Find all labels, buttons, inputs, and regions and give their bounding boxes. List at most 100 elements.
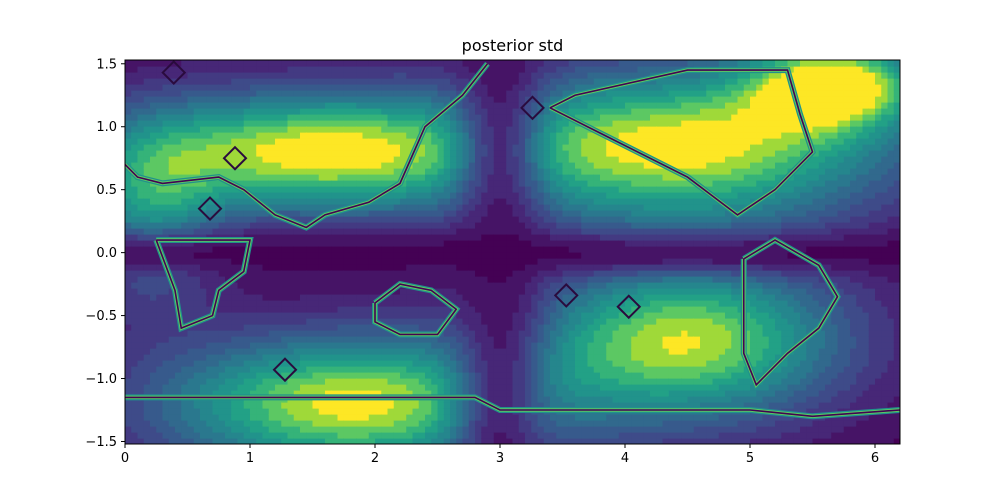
heatmap-cell [237, 294, 245, 301]
heatmap-cell [225, 84, 232, 91]
heatmap-cell [200, 300, 207, 307]
heatmap-cell [150, 390, 157, 397]
heatmap-cell [475, 210, 482, 217]
heatmap-cell [175, 378, 182, 385]
heatmap-cell [125, 252, 132, 259]
heatmap-cell [206, 198, 214, 205]
heatmap-cell [337, 384, 345, 391]
heatmap-cell [500, 402, 507, 409]
heatmap-cell [487, 168, 495, 175]
heatmap-cell [343, 150, 351, 157]
heatmap-cell [362, 60, 370, 67]
heatmap-cell [325, 84, 332, 91]
heatmap-cell [493, 204, 501, 211]
heatmap-cell [493, 234, 501, 241]
heatmap-cell [312, 402, 320, 409]
heatmap-cell [200, 420, 207, 427]
heatmap-cell [437, 138, 445, 145]
heatmap-cell [375, 96, 382, 103]
heatmap-cell [593, 318, 601, 325]
heatmap-cell [275, 408, 282, 415]
heatmap-cell [556, 216, 564, 223]
heatmap-cell [250, 366, 257, 373]
heatmap-cell [587, 186, 595, 193]
heatmap-cell [487, 234, 495, 241]
heatmap-cell [156, 198, 164, 205]
heatmap-cell [406, 114, 414, 121]
heatmap-cell [500, 150, 507, 157]
heatmap-cell [300, 174, 307, 181]
heatmap-cell [143, 432, 151, 439]
heatmap-cell [231, 222, 239, 229]
heatmap-cell [387, 336, 395, 343]
heatmap-cell [412, 240, 420, 247]
heatmap-cell [493, 168, 501, 175]
heatmap-cell [606, 336, 614, 343]
heatmap-cell [537, 414, 545, 421]
heatmap-cell [481, 414, 489, 421]
heatmap-cell [431, 96, 439, 103]
heatmap-cell [425, 378, 432, 385]
heatmap-cell [418, 258, 426, 265]
heatmap-cell [412, 408, 420, 415]
heatmap-cell [437, 348, 445, 355]
heatmap-cell [143, 300, 151, 307]
heatmap-cell [175, 192, 182, 199]
heatmap-cell [350, 300, 357, 307]
heatmap-cell [175, 66, 182, 73]
heatmap-cell [543, 138, 551, 145]
heatmap-cell [187, 96, 195, 103]
heatmap-cell [493, 210, 501, 217]
heatmap-cell [168, 294, 176, 301]
heatmap-cell [281, 438, 289, 444]
heatmap-cell [243, 210, 251, 217]
heatmap-cell [337, 354, 345, 361]
heatmap-cell [468, 204, 476, 211]
heatmap-cell [550, 234, 557, 241]
heatmap-cell [375, 144, 382, 151]
heatmap-cell [143, 198, 151, 205]
heatmap-cell [225, 276, 232, 283]
heatmap-cell [487, 282, 495, 289]
heatmap-cell [218, 402, 226, 409]
heatmap-cell [293, 186, 301, 193]
heatmap-cell [206, 78, 214, 85]
heatmap-cell [512, 126, 520, 133]
heatmap-cell [593, 312, 601, 319]
heatmap-cell [318, 66, 326, 73]
heatmap-cell [412, 120, 420, 127]
heatmap-cell [475, 282, 482, 289]
heatmap-cell [212, 102, 220, 109]
heatmap-cell [312, 306, 320, 313]
heatmap-cell [262, 210, 270, 217]
heatmap-cell [325, 252, 332, 259]
heatmap-cell [556, 138, 564, 145]
heatmap-cell [350, 264, 357, 271]
heatmap-cell [612, 432, 620, 439]
heatmap-cell [300, 342, 307, 349]
heatmap-cell [500, 336, 507, 343]
heatmap-cell [600, 360, 607, 367]
heatmap-cell [506, 132, 514, 139]
heatmap-cell [412, 246, 420, 253]
heatmap-cell [487, 426, 495, 433]
heatmap-cell [431, 426, 439, 433]
heatmap-cell [575, 264, 582, 271]
heatmap-cell [237, 288, 245, 295]
heatmap-cell [212, 408, 220, 415]
heatmap-cell [187, 408, 195, 415]
heatmap-cell [562, 258, 570, 265]
heatmap-cell [393, 348, 401, 355]
heatmap-cell [418, 66, 426, 73]
heatmap-cell [406, 390, 414, 397]
heatmap-cell [506, 240, 514, 247]
heatmap-cell [293, 162, 301, 169]
heatmap-cell [168, 204, 176, 211]
heatmap-cell [181, 294, 189, 301]
heatmap-cell [318, 144, 326, 151]
heatmap-cell [493, 60, 501, 67]
heatmap-cell [487, 210, 495, 217]
heatmap-cell [306, 360, 314, 367]
heatmap-cell [175, 360, 182, 367]
heatmap-cell [531, 324, 539, 331]
